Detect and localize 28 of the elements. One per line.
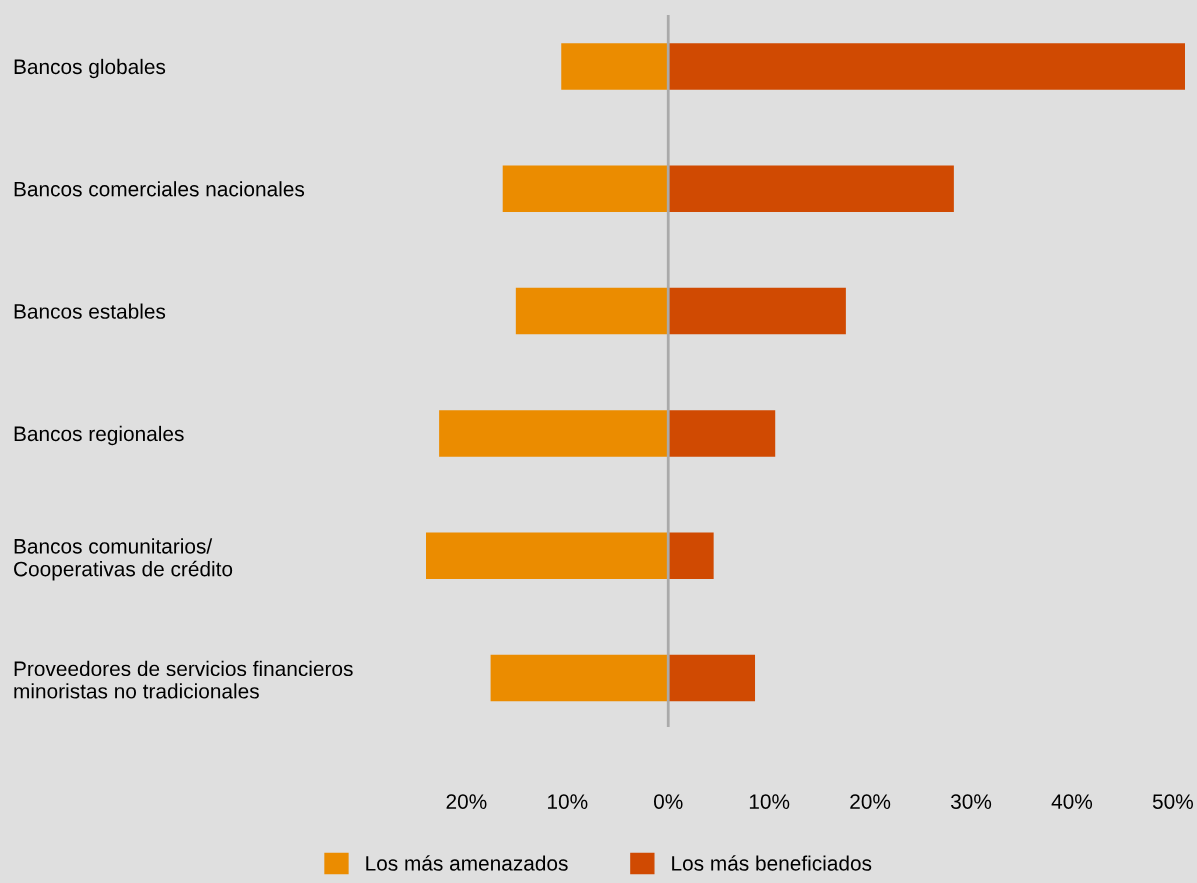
x-tick-label: 40%: [1051, 794, 1093, 809]
legend-label: Los más amenazados: [366, 855, 568, 871]
bar: [502, 165, 669, 212]
x-tick-label: 20%: [850, 794, 891, 809]
x-tick-label: 0%: [653, 794, 683, 809]
bar: [668, 654, 756, 702]
bar: [515, 287, 669, 335]
bar: [668, 532, 714, 579]
bar: [426, 532, 669, 579]
legend-label: Los más beneficiados: [672, 855, 872, 871]
bar: [668, 165, 954, 212]
bar: [561, 43, 669, 90]
x-tick-label: 20%: [446, 794, 487, 809]
bar: [668, 410, 776, 457]
x-tick-label: 10%: [548, 794, 588, 809]
bar: [668, 287, 846, 335]
y-tick-label: Bancos comunitarios/ Cooperativas de crédito: [14, 538, 233, 581]
bar: [439, 410, 669, 457]
y-tick-label: Bancos comerciales nacionales: [14, 181, 305, 197]
y-tick-label: Bancos estables: [14, 303, 166, 319]
bar: [668, 43, 1185, 90]
y-tick-label: Bancos globales: [14, 58, 166, 79]
y-tick-label: Bancos regionales: [14, 425, 184, 446]
bar: [490, 654, 669, 702]
x-tick-label: 50%: [1152, 794, 1193, 809]
x-tick-label: 30%: [950, 794, 992, 809]
x-tick-label: 10%: [749, 794, 790, 809]
y-tick-label: Proveedores de servicios financieros minoristas no tradicionales: [14, 660, 353, 699]
